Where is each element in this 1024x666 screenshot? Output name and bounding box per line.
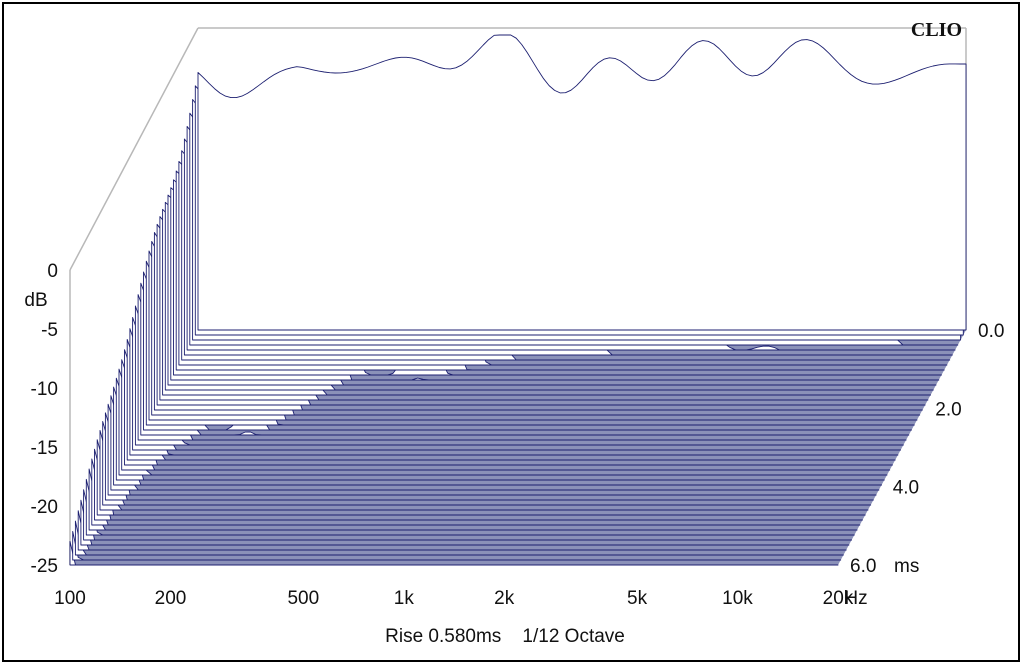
y-axis-unit: dB (24, 290, 47, 311)
decay-slice (137, 294, 907, 441)
decay-slice (83, 489, 853, 541)
decay-slice (77, 510, 847, 551)
decay-slice (72, 530, 842, 561)
y-tick-label: -10 (31, 379, 58, 400)
decay-slice (118, 368, 888, 476)
time-tick-label: 0.0 (978, 321, 1004, 342)
time-axis-unit: ms (894, 556, 919, 577)
x-tick-label: 200 (155, 588, 187, 609)
decay-slice (129, 328, 899, 456)
decay-slice (132, 316, 902, 451)
x-tick-label: 500 (287, 588, 319, 609)
time-tick-label: 6.0 (850, 556, 876, 577)
decay-slice (107, 403, 877, 496)
decay-slice (110, 395, 880, 491)
x-axis-ticks: 100 200 500 1k 2k 5k 10k 20k (54, 588, 854, 609)
decay-slice (96, 439, 866, 516)
x-tick-label: 10k (722, 588, 753, 609)
decay-slice (88, 468, 858, 531)
decay-slice (91, 458, 861, 526)
decay-slice (126, 338, 896, 461)
decay-slice (94, 448, 863, 521)
x-tick-label: 2k (494, 588, 515, 609)
decay-slices (69, 34, 967, 566)
decay-slice (85, 478, 855, 536)
decay-slice (115, 377, 885, 481)
decay-slice (134, 305, 904, 446)
decay-slice (99, 429, 869, 511)
decay-slice (197, 34, 967, 331)
decay-slice (140, 282, 910, 436)
x-axis-unit: Hz (844, 588, 867, 609)
decay-slice (121, 359, 891, 471)
y-tick-label: -5 (41, 320, 58, 341)
y-tick-label: 0 (47, 261, 58, 282)
measurement-caption: Rise 0.580ms 1/12 Octave (385, 626, 625, 647)
decay-slice (74, 520, 844, 556)
brand-logo: CLIO (911, 19, 962, 41)
decay-slice (124, 349, 893, 466)
x-tick-label: 5k (627, 588, 648, 609)
x-tick-label: 1k (394, 588, 415, 609)
time-tick-label: 2.0 (935, 399, 961, 420)
x-tick-label: 100 (54, 588, 86, 609)
decay-slice (69, 541, 839, 566)
x-tick-label: 20k (823, 588, 854, 609)
decay-slice (104, 412, 874, 501)
y-tick-label: -15 (31, 438, 58, 459)
decay-slice (113, 386, 883, 486)
time-tick-label: 4.0 (893, 478, 919, 499)
y-tick-label: -20 (31, 497, 58, 518)
y-tick-label: -25 (31, 556, 58, 577)
left-wall-edge (69, 27, 199, 271)
decay-slice (143, 271, 912, 431)
time-axis-ticks: 0.0 2.0 4.0 6.0 (850, 321, 1004, 577)
y-axis-ticks: 0 -5 -10 -15 -20 -25 (31, 261, 58, 577)
decay-slice (102, 421, 872, 506)
decay-slice (80, 499, 850, 546)
